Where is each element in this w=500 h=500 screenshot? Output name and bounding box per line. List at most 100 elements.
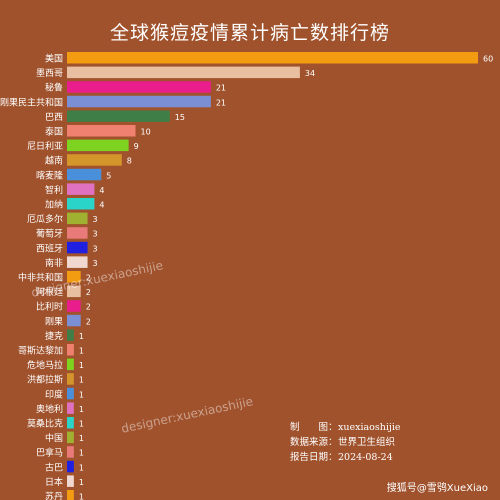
bar	[67, 256, 88, 268]
producer-value: xuexiaoshijie	[338, 422, 401, 433]
bar	[67, 139, 129, 152]
bar	[67, 285, 81, 298]
value-label: 2	[86, 288, 91, 297]
value-label: 21	[216, 84, 226, 93]
value-label: 1	[79, 493, 84, 500]
category-label: 古巴	[45, 461, 63, 473]
value-label: 1	[79, 361, 84, 370]
value-label: 4	[99, 201, 104, 210]
value-label: 21	[216, 98, 226, 107]
category-label: 印度	[45, 388, 63, 400]
value-label: 1	[79, 420, 84, 429]
bar	[67, 460, 74, 473]
category-label: 巴拿马	[36, 447, 63, 459]
value-label: 1	[79, 347, 84, 356]
bar	[67, 402, 74, 414]
value-label: 15	[175, 113, 185, 122]
bar	[67, 314, 81, 327]
value-label: 3	[93, 244, 98, 253]
bar	[67, 110, 170, 122]
value-label: 1	[79, 332, 84, 341]
category-label: 中国	[45, 432, 63, 444]
bar	[67, 344, 74, 356]
category-label: 智利	[45, 184, 63, 196]
value-label: 2	[86, 317, 91, 326]
category-label: 尼日利亚	[27, 140, 63, 152]
category-label: 泰国	[45, 126, 63, 138]
category-label: 中非共和国	[18, 272, 63, 284]
category-label: 美国	[45, 53, 63, 65]
category-label: 葡萄牙	[36, 228, 63, 240]
category-label: 奥地利	[36, 403, 63, 415]
bar	[67, 227, 88, 239]
value-label: 1	[79, 478, 84, 487]
category-label: 阿根廷	[36, 286, 63, 298]
category-label: 莫桑比克	[27, 418, 63, 430]
value-label: 1	[79, 390, 84, 399]
producer-key: 制 图：	[290, 422, 338, 433]
value-label: 34	[305, 69, 315, 78]
bar	[67, 241, 88, 254]
bar	[67, 52, 478, 64]
category-label: 墨西哥	[36, 68, 63, 79]
category-label: 越南	[45, 155, 63, 167]
bar	[67, 446, 74, 458]
info-block: 制 图：xuexiaoshijie 数据来源：世界卫生组织 报告日期：2024-…	[290, 420, 401, 465]
category-label: 捷克	[45, 330, 63, 342]
value-label: 3	[93, 230, 98, 239]
category-label: 苏丹	[45, 491, 63, 500]
bar	[67, 66, 300, 79]
bar	[67, 417, 74, 429]
value-label: 4	[99, 186, 104, 195]
bar	[67, 490, 74, 500]
value-label: 3	[93, 259, 98, 268]
bar	[67, 168, 102, 181]
value-label: 10	[141, 128, 151, 137]
bar	[67, 358, 74, 371]
category-label: 刚果	[45, 316, 63, 327]
bar	[67, 183, 95, 195]
value-label: 1	[79, 376, 84, 385]
value-label: 1	[79, 463, 84, 472]
category-label: 加纳	[45, 199, 63, 211]
bar	[67, 198, 95, 210]
value-label: 2	[86, 274, 91, 283]
source-value: 世界卫生组织	[338, 437, 396, 448]
footer-credit: 搜狐号@雪鸮XueXiao	[386, 483, 488, 494]
category-label: 洪都拉斯	[27, 374, 63, 386]
bar	[67, 212, 88, 225]
value-label: 60	[483, 55, 493, 64]
bar	[67, 475, 74, 487]
bar	[67, 95, 211, 108]
bar	[67, 387, 74, 400]
bar	[67, 81, 211, 93]
value-label: 1	[79, 405, 84, 414]
bar	[67, 271, 81, 283]
date-value: 2024-08-24	[338, 452, 393, 463]
bar	[67, 373, 74, 385]
category-label: 喀麦隆	[36, 169, 63, 181]
bar	[67, 431, 74, 444]
category-label: 秘鲁	[45, 82, 63, 94]
bar	[67, 300, 81, 312]
category-label: 哥斯达黎加	[18, 345, 63, 357]
category-label: 危地马拉	[27, 359, 63, 371]
value-label: 3	[93, 215, 98, 224]
bar	[67, 154, 122, 166]
category-label: 刚果民主共和国	[0, 96, 63, 108]
value-label: 1	[79, 434, 84, 443]
category-label: 日本	[45, 476, 63, 488]
bar	[67, 125, 136, 137]
chart-title: 全球猴痘疫情累计病亡数排行榜	[109, 22, 390, 44]
value-label: 1	[79, 449, 84, 458]
value-label: 2	[86, 303, 91, 312]
category-label: 巴西	[45, 112, 63, 123]
category-label: 西班牙	[36, 242, 63, 254]
value-label: 8	[127, 157, 132, 166]
source-key: 数据来源：	[290, 437, 338, 448]
value-label: 9	[134, 142, 139, 151]
category-label: 比利时	[36, 301, 63, 313]
category-label: 厄瓜多尔	[27, 213, 63, 225]
value-label: 5	[106, 171, 111, 180]
